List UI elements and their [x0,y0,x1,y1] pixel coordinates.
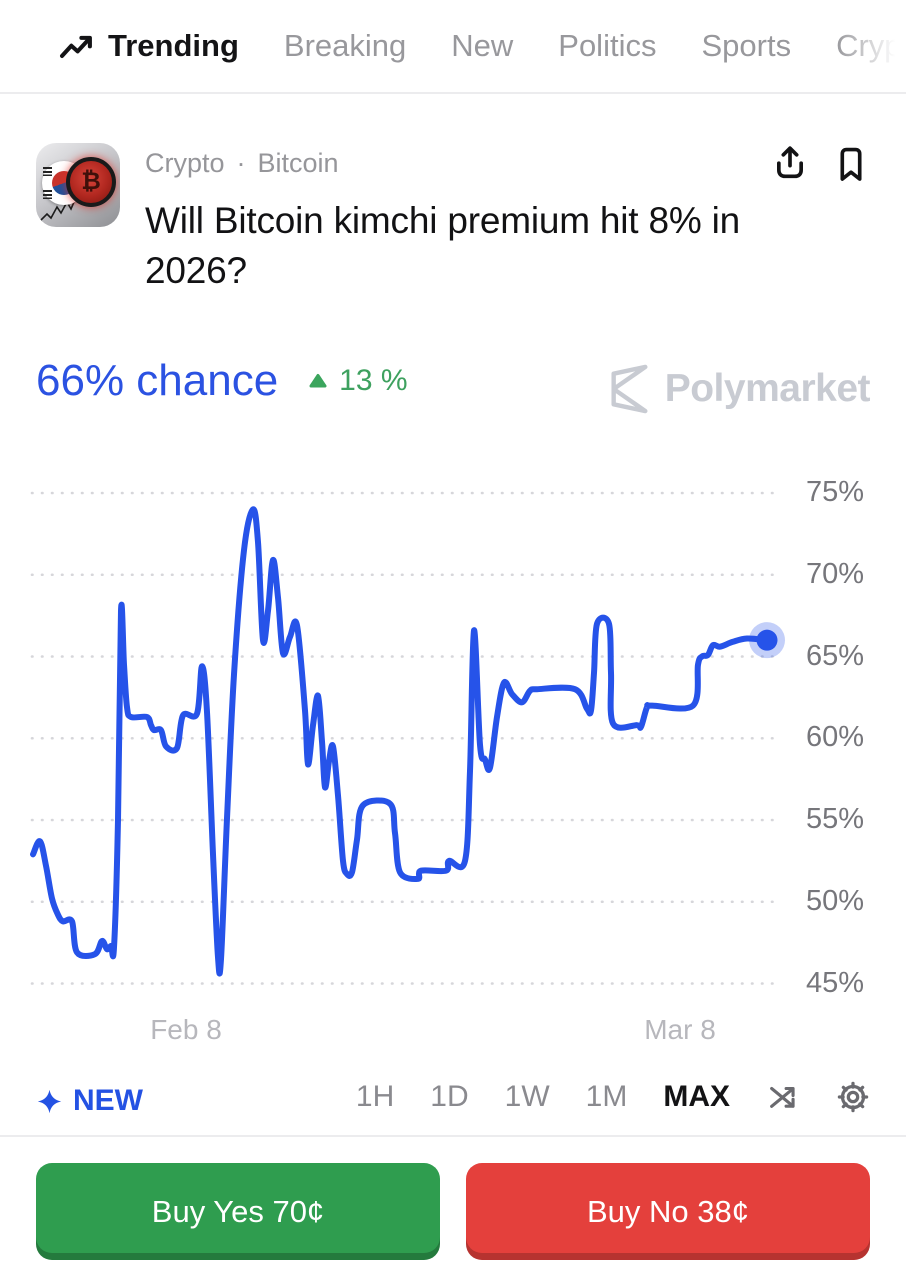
y-tick-label: 50% [806,884,865,917]
price-chart[interactable] [28,460,790,1040]
tab-new[interactable]: New [451,28,514,63]
polymarket-wordmark: Polymarket [664,367,871,410]
chance-value: 66% chance [36,356,279,405]
buy-no-button[interactable]: Buy No 38¢ [466,1163,870,1260]
tab-crypto[interactable]: Crypto [836,28,906,63]
compare-arrows-icon[interactable] [766,1080,800,1114]
y-tick-label: 45% [806,966,865,999]
breadcrumb[interactable]: Crypto · Bitcoin [145,148,339,179]
bookmark-icon[interactable] [832,142,870,186]
range-1h[interactable]: 1H [355,1080,395,1113]
share-icon[interactable] [770,142,810,186]
polymarket-watermark: Polymarket [606,362,871,416]
tab-sports[interactable]: Sports [701,28,792,63]
trending-icon [60,35,92,58]
polymarket-logo-icon [611,364,648,414]
x-tick-label: Feb 8 [150,1014,222,1045]
settings-gear-icon[interactable] [836,1080,870,1114]
range-1w[interactable]: 1W [504,1080,550,1113]
breadcrumb-subcategory[interactable]: Bitcoin [257,148,339,178]
nav-divider [0,92,906,94]
up-triangle-icon [309,374,327,388]
y-tick-label: 55% [806,803,865,835]
footer-divider [0,1135,906,1137]
buy-yes-button[interactable]: Buy Yes 70¢ [36,1163,440,1260]
tab-politics[interactable]: Politics [558,28,657,63]
market-thumbnail: ₿ [36,143,120,227]
price-line [30,506,770,977]
category-tabs: Trending Breaking New Politics Sports Crypto [0,0,906,92]
endpoint-dot [756,629,778,651]
breadcrumb-category[interactable]: Crypto [145,148,225,178]
new-badge: NEW [36,1084,143,1118]
sparkle-icon [37,1089,62,1113]
breadcrumb-separator: · [236,148,246,178]
y-tick-label: 60% [806,721,865,754]
range-max[interactable]: MAX [663,1080,730,1113]
tab-breaking[interactable]: Breaking [283,28,407,63]
bitcoin-coin-icon: ₿ [66,157,116,207]
y-tick-label: 65% [806,639,865,672]
range-1m[interactable]: 1M [585,1080,628,1113]
market-title: Will Bitcoin kimchi premium hit 8% in 20… [145,200,741,291]
y-tick-label: 70% [806,557,865,590]
time-range-selector: 1H 1D 1W 1M MAX [356,1080,870,1114]
tab-trending[interactable]: Trending [58,28,239,64]
x-tick-label: Mar 8 [644,1014,716,1045]
range-1d[interactable]: 1D [430,1080,469,1113]
y-tick-label: 75% [806,476,865,508]
chance-change: 13 % [306,364,408,398]
